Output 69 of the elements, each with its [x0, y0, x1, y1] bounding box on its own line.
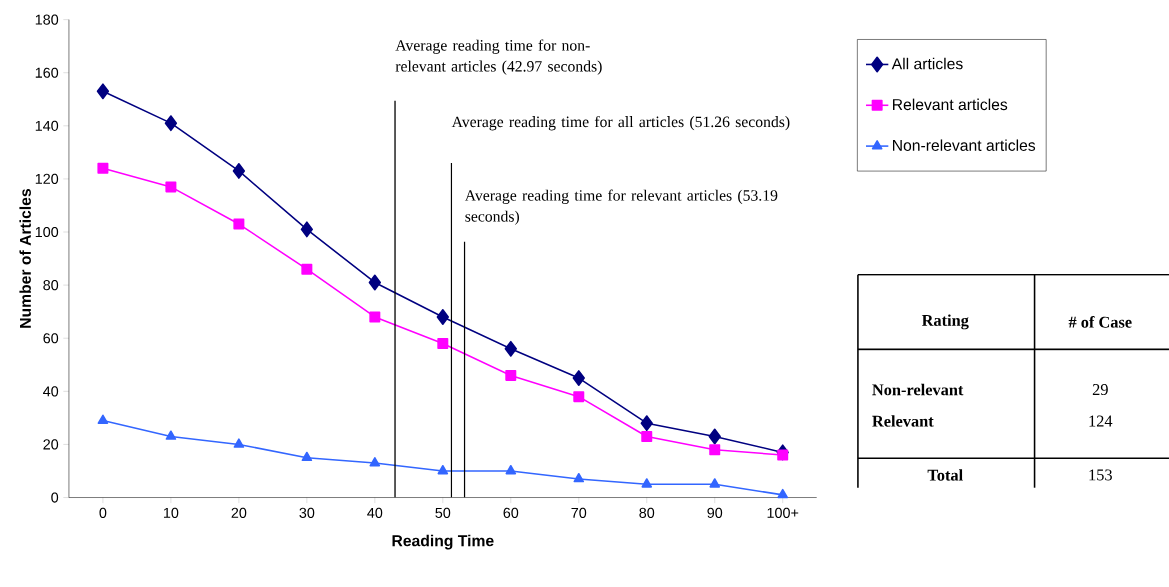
x-tick-label: 100+	[767, 507, 799, 519]
text: # of Case	[1068, 316, 1132, 328]
x-tick-label: 30	[299, 507, 315, 519]
point	[641, 478, 653, 488]
x-tick-label: 90	[707, 507, 723, 519]
point	[709, 478, 721, 488]
y-tick-label: 20	[43, 439, 59, 450]
text: Relevant	[872, 415, 934, 427]
point	[368, 274, 382, 291]
point	[232, 163, 246, 180]
x-tick-label: 40	[367, 507, 383, 519]
ref-line-label: Average reading time for non-relevant articles (42.97 seconds)	[395, 39, 602, 75]
x-tick-label: 0	[99, 507, 107, 519]
point	[641, 431, 653, 443]
point	[369, 311, 381, 323]
point	[777, 449, 789, 461]
point	[97, 162, 109, 174]
text: Non-relevant	[872, 383, 964, 396]
point	[640, 415, 653, 432]
y-tick-label: 0	[51, 492, 59, 503]
y-tick-label: 140	[35, 120, 59, 131]
point	[165, 181, 177, 193]
point	[233, 438, 245, 448]
y-tick-label: 120	[35, 173, 59, 185]
point	[572, 370, 585, 387]
point	[300, 221, 314, 238]
y-tick-label: 40	[43, 386, 59, 397]
ref-line-label: Average reading time for relevant articles (53.19 seconds)	[464, 189, 778, 225]
point	[436, 309, 449, 326]
point	[97, 414, 109, 425]
ref-line-label: Average reading time for all articles (51.26 seconds)	[451, 116, 790, 131]
point	[709, 444, 721, 456]
point	[573, 472, 585, 483]
y-tick-label: 180	[35, 14, 59, 25]
point	[573, 391, 585, 403]
x-tick-label: 10	[163, 507, 179, 519]
point	[708, 428, 721, 445]
point	[777, 488, 789, 499]
point	[369, 457, 381, 467]
text: Rating	[921, 314, 969, 330]
text: Total	[927, 469, 963, 481]
legend-label: Relevant articles	[893, 98, 1008, 111]
x-tick-label: 60	[503, 507, 519, 519]
point	[96, 83, 110, 100]
point	[504, 340, 517, 357]
x-tick-label: 50	[435, 507, 451, 519]
text: 124	[1089, 415, 1113, 427]
point	[505, 465, 517, 475]
point	[437, 338, 449, 350]
point	[301, 451, 313, 462]
legend-label: All articles	[891, 57, 963, 70]
y-tick-label: 60	[43, 333, 59, 344]
text: 29	[1092, 384, 1108, 396]
point	[165, 430, 177, 440]
point	[505, 369, 517, 381]
legend-label: Non-relevant articles	[893, 139, 1036, 152]
point	[164, 115, 178, 132]
y-axis-title: Number of Articles	[19, 189, 31, 328]
x-tick-label: 70	[571, 507, 587, 519]
point	[301, 263, 313, 275]
point	[233, 218, 245, 230]
x-tick-label: 20	[231, 507, 247, 519]
x-axis-title: Reading Time	[392, 534, 494, 550]
point	[437, 465, 449, 475]
y-tick-label: 80	[43, 280, 59, 291]
y-tick-label: 100	[35, 227, 59, 238]
x-tick-label: 80	[639, 507, 655, 519]
y-tick-label: 160	[35, 67, 59, 78]
text: 153	[1089, 469, 1112, 481]
